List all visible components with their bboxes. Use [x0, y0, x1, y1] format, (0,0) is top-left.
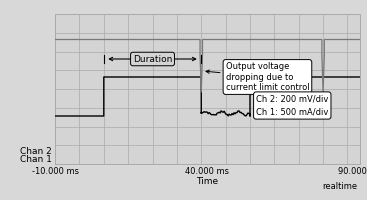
Text: Ch 2: 200 mV/div
Ch 1: 500 mA/div: Ch 2: 200 mV/div Ch 1: 500 mA/div — [256, 94, 328, 117]
Text: Duration: Duration — [133, 54, 172, 64]
Text: Output voltage
dropping due to
current limit control: Output voltage dropping due to current l… — [206, 62, 309, 92]
Text: realtime: realtime — [323, 182, 358, 191]
X-axis label: Time: Time — [196, 177, 218, 186]
Text: Chan 2: Chan 2 — [20, 147, 52, 156]
Text: Chan 1: Chan 1 — [20, 155, 52, 164]
